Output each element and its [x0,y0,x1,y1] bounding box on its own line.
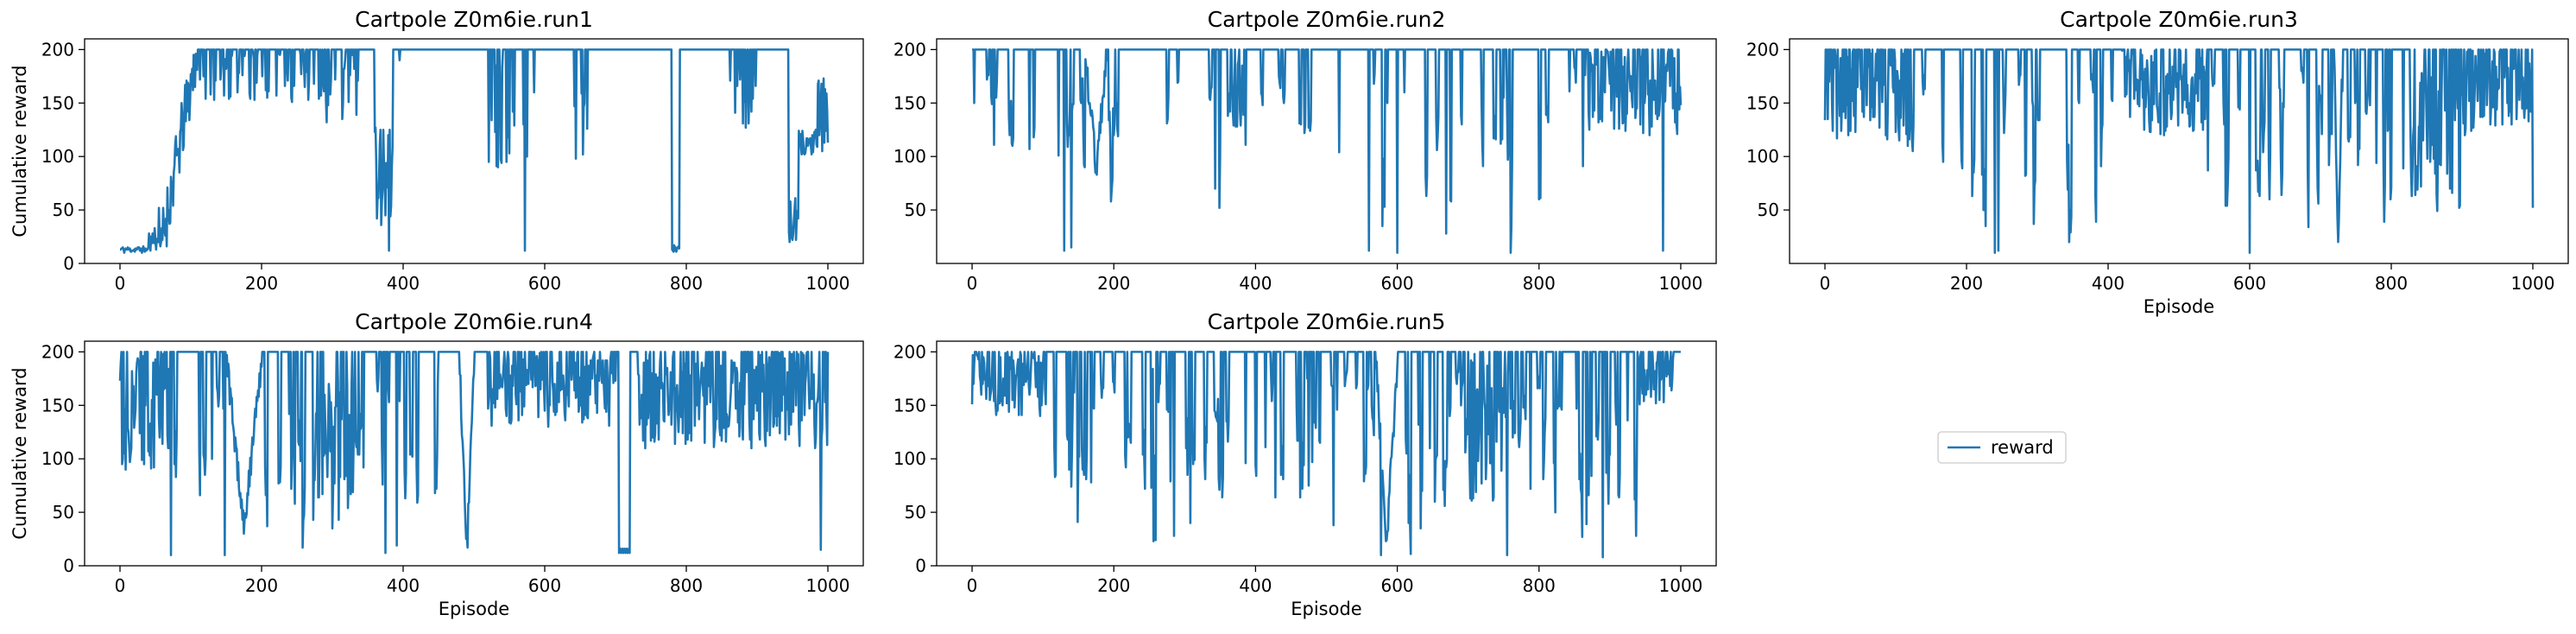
y-tick-label: 100 [41,448,74,469]
y-tick-label: 0 [63,555,74,576]
x-tick-label: 400 [2092,273,2125,294]
y-tick-label: 200 [893,39,926,60]
x-tick-label: 200 [1950,273,1983,294]
y-tick-label: 100 [1746,146,1779,167]
y-tick-label: 50 [905,502,926,523]
reward-series-line [118,351,830,556]
subplot-4: Cartpole Z0m6ie.run4 0 200 400 600 800 1000 0 50… [9,309,864,619]
x-tick-label: 800 [1523,575,1556,596]
x-tick-label: 600 [1380,575,1413,596]
y-tick-label: 50 [53,200,74,220]
x-tick-label: 1000 [806,273,850,294]
y-tick-label: 50 [53,502,74,523]
y-tick-label: 200 [41,39,74,60]
x-tick-label: 1000 [1659,273,1703,294]
x-tick-label: 800 [670,273,703,294]
x-tick-label: 800 [670,575,703,596]
axes-frame [936,38,1717,264]
x-tick-label: 1000 [806,575,850,596]
axes-frame [1789,38,2569,264]
subplot-3: Cartpole Z0m6ie.run3 0 200 400 600 800 1000 50 1… [1746,7,2569,317]
subplot-5: Cartpole Z0m6ie.run5 0 200 400 600 800 1000 0 50… [893,309,1717,619]
y-tick-label: 150 [893,395,926,415]
x-axis-label: Episode [2144,296,2214,317]
y-tick-label: 150 [1746,92,1779,113]
subplot-2: Cartpole Z0m6ie.run2 0 200 400 600 800 1000 50 1… [893,7,1717,294]
x-tick-label: 600 [2233,273,2266,294]
x-tick-label: 200 [1097,273,1130,294]
y-tick-label: 150 [41,395,74,415]
y-tick-label: 50 [905,200,926,220]
x-tick-label: 400 [387,575,420,596]
x-tick-label: 200 [1097,575,1130,596]
reward-series-line [971,48,1683,254]
y-tick-label: 100 [893,146,926,167]
reward-series-line [1823,48,2535,254]
y-tick-label: 0 [63,253,74,274]
subplot-title: Cartpole Z0m6ie.run3 [2060,7,2298,32]
y-tick-label: 100 [893,448,926,469]
y-tick-label: 0 [915,555,926,576]
x-tick-label: 200 [245,273,278,294]
subplot-title: Cartpole Z0m6ie.run2 [1208,7,1446,32]
x-tick-label: 400 [387,273,420,294]
y-tick-label: 150 [41,92,74,113]
x-tick-label: 800 [1523,273,1556,294]
legend-box [1937,431,2067,464]
y-tick-label: 50 [1758,200,1779,220]
x-axis-label: Episode [439,599,509,619]
x-axis-label: Episode [1291,599,1361,619]
x-tick-label: 600 [528,575,561,596]
subplot-title: Cartpole Z0m6ie.run4 [355,309,593,334]
reward-series-line [119,48,830,254]
y-axis-label: Cumulative reward [9,367,30,539]
y-tick-label: 200 [41,341,74,362]
axes-frame [84,38,864,264]
x-tick-label: 600 [528,273,561,294]
x-tick-label: 600 [1380,273,1413,294]
x-tick-label: 800 [2375,273,2408,294]
axes-frame [936,340,1717,567]
x-tick-label: 0 [967,575,978,596]
y-tick-label: 200 [893,341,926,362]
x-tick-label: 400 [1239,273,1272,294]
subplot-title: Cartpole Z0m6ie.run1 [355,7,593,32]
subplot-title: Cartpole Z0m6ie.run5 [1208,309,1446,334]
x-tick-label: 200 [245,575,278,596]
x-tick-label: 0 [1820,273,1831,294]
y-tick-label: 150 [893,92,926,113]
x-tick-label: 0 [115,575,126,596]
y-tick-label: 200 [1746,39,1779,60]
legend-label: reward [1991,437,2054,458]
subplot-1: Cartpole Z0m6ie.run1 0 200 400 600 800 1000 0 50… [9,7,864,294]
x-tick-label: 0 [967,273,978,294]
x-tick-label: 1000 [1659,575,1703,596]
y-tick-label: 100 [41,146,74,167]
x-tick-label: 400 [1239,575,1272,596]
y-axis-label: Cumulative reward [9,65,30,237]
reward-series-line [970,351,1682,559]
axes-frame [84,340,864,567]
legend: reward [1937,431,2067,464]
x-tick-label: 1000 [2511,273,2555,294]
x-tick-label: 0 [115,273,126,294]
